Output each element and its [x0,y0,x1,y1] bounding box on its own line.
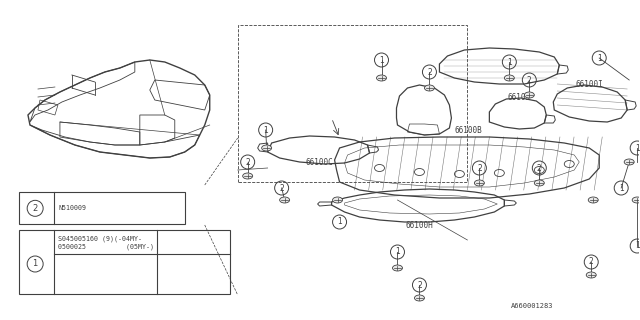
Text: 1: 1 [337,218,342,227]
Text: S045005160 (9)(-04MY-: S045005160 (9)(-04MY- [58,235,142,242]
Bar [19,230,230,294]
Text: 1: 1 [263,125,268,134]
Text: 1: 1 [379,55,384,65]
Bar [19,192,186,224]
Text: 2: 2 [33,204,38,213]
Text: A660001283: A660001283 [510,303,553,309]
Ellipse shape [392,265,403,271]
Text: 1: 1 [395,247,400,257]
Ellipse shape [415,295,424,301]
Ellipse shape [586,272,596,278]
Text: 66100B: 66100B [454,125,482,134]
Text: 2: 2 [279,183,284,193]
Ellipse shape [504,75,515,81]
Text: 1: 1 [597,53,602,62]
Ellipse shape [262,145,271,151]
Ellipse shape [474,180,484,186]
Ellipse shape [524,92,534,98]
Text: 0500025          (05MY-): 0500025 (05MY-) [58,243,154,250]
Text: 1: 1 [507,58,512,67]
Ellipse shape [534,180,544,186]
Ellipse shape [333,197,342,203]
Ellipse shape [624,159,634,165]
Text: 66100H: 66100H [406,221,433,230]
Ellipse shape [632,197,640,203]
Ellipse shape [376,75,387,81]
Text: 2: 2 [417,281,422,290]
Text: 2: 2 [537,164,541,172]
Text: 66105: 66105 [508,93,531,102]
Ellipse shape [243,173,253,179]
Text: 2: 2 [589,258,594,267]
Text: N510009: N510009 [58,205,86,211]
Text: 1: 1 [635,143,639,153]
Ellipse shape [280,197,290,203]
Text: 2: 2 [477,164,482,172]
Ellipse shape [588,197,598,203]
Text: 66100C: 66100C [306,158,333,167]
Ellipse shape [424,85,435,91]
Text: 2: 2 [245,157,250,166]
Text: 2: 2 [427,68,432,76]
Text: 66100I: 66100I [575,80,603,89]
Text: 1: 1 [619,183,623,193]
Text: 2: 2 [527,76,532,84]
Text: 1: 1 [635,242,639,251]
Text: 1: 1 [33,260,38,268]
